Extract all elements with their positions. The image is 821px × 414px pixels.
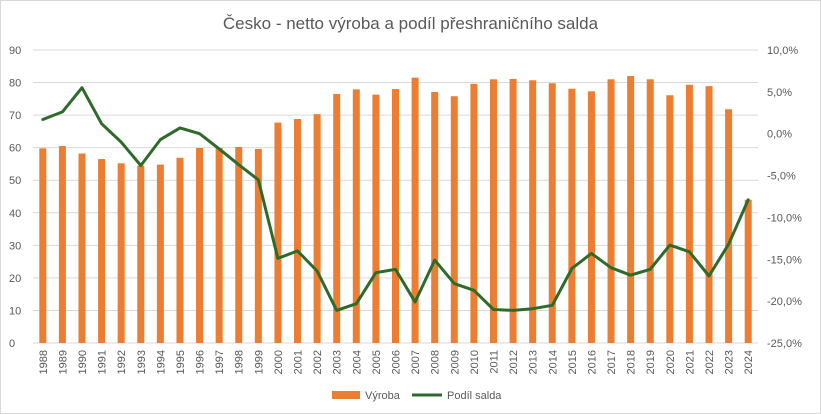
y-left-tick-label: 90 xyxy=(9,45,21,57)
y-right-tick-label: -10,0% xyxy=(767,212,802,224)
x-tick-label: 2022 xyxy=(704,350,716,374)
bar-vyroba xyxy=(176,157,184,343)
x-tick-label: 1991 xyxy=(97,350,109,374)
bar-vyroba xyxy=(215,147,223,343)
y-right-tick-label: 5,0% xyxy=(767,87,792,99)
x-tick-label: 2011 xyxy=(488,350,500,374)
bar-vyroba xyxy=(98,159,106,343)
x-tick-label: 2000 xyxy=(273,350,285,374)
x-tick-label: 1988 xyxy=(38,350,50,374)
x-tick-label: 1997 xyxy=(214,350,226,374)
x-tick-label: 1999 xyxy=(253,350,265,374)
bar-vyroba xyxy=(685,84,693,343)
bar-vyroba xyxy=(254,148,262,343)
bar-vyroba xyxy=(607,79,615,344)
y-right-tick-label: -25,0% xyxy=(767,338,802,350)
bar-vyroba xyxy=(744,199,752,343)
bar-vyroba xyxy=(39,148,47,343)
x-tick-label: 2017 xyxy=(606,350,618,374)
x-tick-label: 1993 xyxy=(136,350,148,374)
y-left-tick-label: 40 xyxy=(9,208,21,220)
bar-vyroba xyxy=(58,146,66,343)
bar-vyroba xyxy=(372,94,380,344)
bar-vyroba xyxy=(568,88,576,343)
x-tick-label: 2010 xyxy=(469,350,481,374)
y-left-tick-label: 60 xyxy=(9,143,21,155)
y-right-tick-label: -20,0% xyxy=(767,296,802,308)
bar-vyroba xyxy=(646,79,654,344)
x-tick-label: 2014 xyxy=(547,350,559,374)
bar-vyroba xyxy=(117,163,125,343)
bar-vyroba xyxy=(294,119,302,343)
bar-vyroba xyxy=(137,165,145,343)
bar-vyroba xyxy=(235,147,243,343)
bar-vyroba xyxy=(587,91,595,344)
bar-vyroba xyxy=(156,164,164,343)
bar-vyroba xyxy=(529,80,537,343)
x-tick-label: 1996 xyxy=(195,350,207,374)
x-tick-label: 2023 xyxy=(724,350,736,374)
y-left-tick-label: 10 xyxy=(9,305,21,317)
x-tick-label: 2020 xyxy=(665,350,677,374)
x-tick-label: 1992 xyxy=(116,350,128,374)
x-tick-label: 2001 xyxy=(293,350,305,374)
x-tick-label: 2018 xyxy=(626,350,638,374)
x-tick-label: 2008 xyxy=(430,350,442,374)
bar-vyroba xyxy=(705,86,713,344)
y-right-tick-label: -5,0% xyxy=(767,171,796,183)
bar-vyroba xyxy=(666,95,674,343)
bar-vyroba xyxy=(196,147,204,343)
x-tick-label: 2019 xyxy=(645,350,657,374)
bar-vyroba xyxy=(470,83,478,343)
bar-vyroba xyxy=(411,77,419,343)
bar-vyroba xyxy=(78,153,86,343)
y-right-tick-label: -15,0% xyxy=(767,254,802,266)
x-tick-label: 1994 xyxy=(155,350,167,374)
x-tick-label: 2004 xyxy=(351,350,363,374)
x-tick-label: 2003 xyxy=(332,350,344,374)
bar-vyroba xyxy=(450,96,458,344)
legend-label-podil-salda: Podíl salda xyxy=(447,390,502,402)
bar-vyroba xyxy=(313,114,321,343)
y-left-tick-label: 0 xyxy=(9,338,15,350)
x-tick-label: 2024 xyxy=(743,350,755,374)
x-tick-label: 2002 xyxy=(312,350,324,374)
y-left-tick-label: 30 xyxy=(9,240,21,252)
bar-vyroba xyxy=(274,122,282,343)
x-tick-label: 1995 xyxy=(175,350,187,374)
chart-title: Česko - netto výroba a podíl přeshraničn… xyxy=(222,14,599,33)
bar-vyroba xyxy=(725,109,733,343)
bar-vyroba xyxy=(509,78,517,344)
y-left-tick-label: 70 xyxy=(9,110,21,122)
x-tick-label: 2007 xyxy=(410,350,422,374)
bar-vyroba xyxy=(333,93,341,343)
x-tick-label: 2012 xyxy=(508,350,520,374)
y-right-tick-label: 10,0% xyxy=(767,45,798,57)
x-tick-label: 1989 xyxy=(57,350,69,374)
legend-label-vyroba: Výroba xyxy=(365,390,401,402)
x-tick-label: 2006 xyxy=(391,350,403,374)
bar-vyroba xyxy=(627,76,635,344)
x-tick-label: 1990 xyxy=(77,350,89,374)
x-tick-label: 2013 xyxy=(528,350,540,374)
bar-vyroba xyxy=(431,91,439,343)
y-right-tick-label: 0,0% xyxy=(767,129,792,141)
bar-vyroba xyxy=(352,89,360,344)
x-tick-label: 2021 xyxy=(684,350,696,374)
bar-vyroba xyxy=(548,83,556,343)
bar-vyroba xyxy=(392,89,399,343)
legend-swatch-vyroba xyxy=(332,391,360,399)
bar-vyroba xyxy=(489,79,497,344)
y-left-tick-label: 50 xyxy=(9,175,21,187)
x-tick-label: 2005 xyxy=(371,350,383,374)
y-left-tick-label: 80 xyxy=(9,78,21,90)
y-left-tick-label: 20 xyxy=(9,273,21,285)
x-tick-label: 2016 xyxy=(586,350,598,374)
x-tick-label: 2015 xyxy=(567,350,579,374)
x-tick-label: 1998 xyxy=(234,350,246,374)
x-tick-label: 2009 xyxy=(449,350,461,374)
